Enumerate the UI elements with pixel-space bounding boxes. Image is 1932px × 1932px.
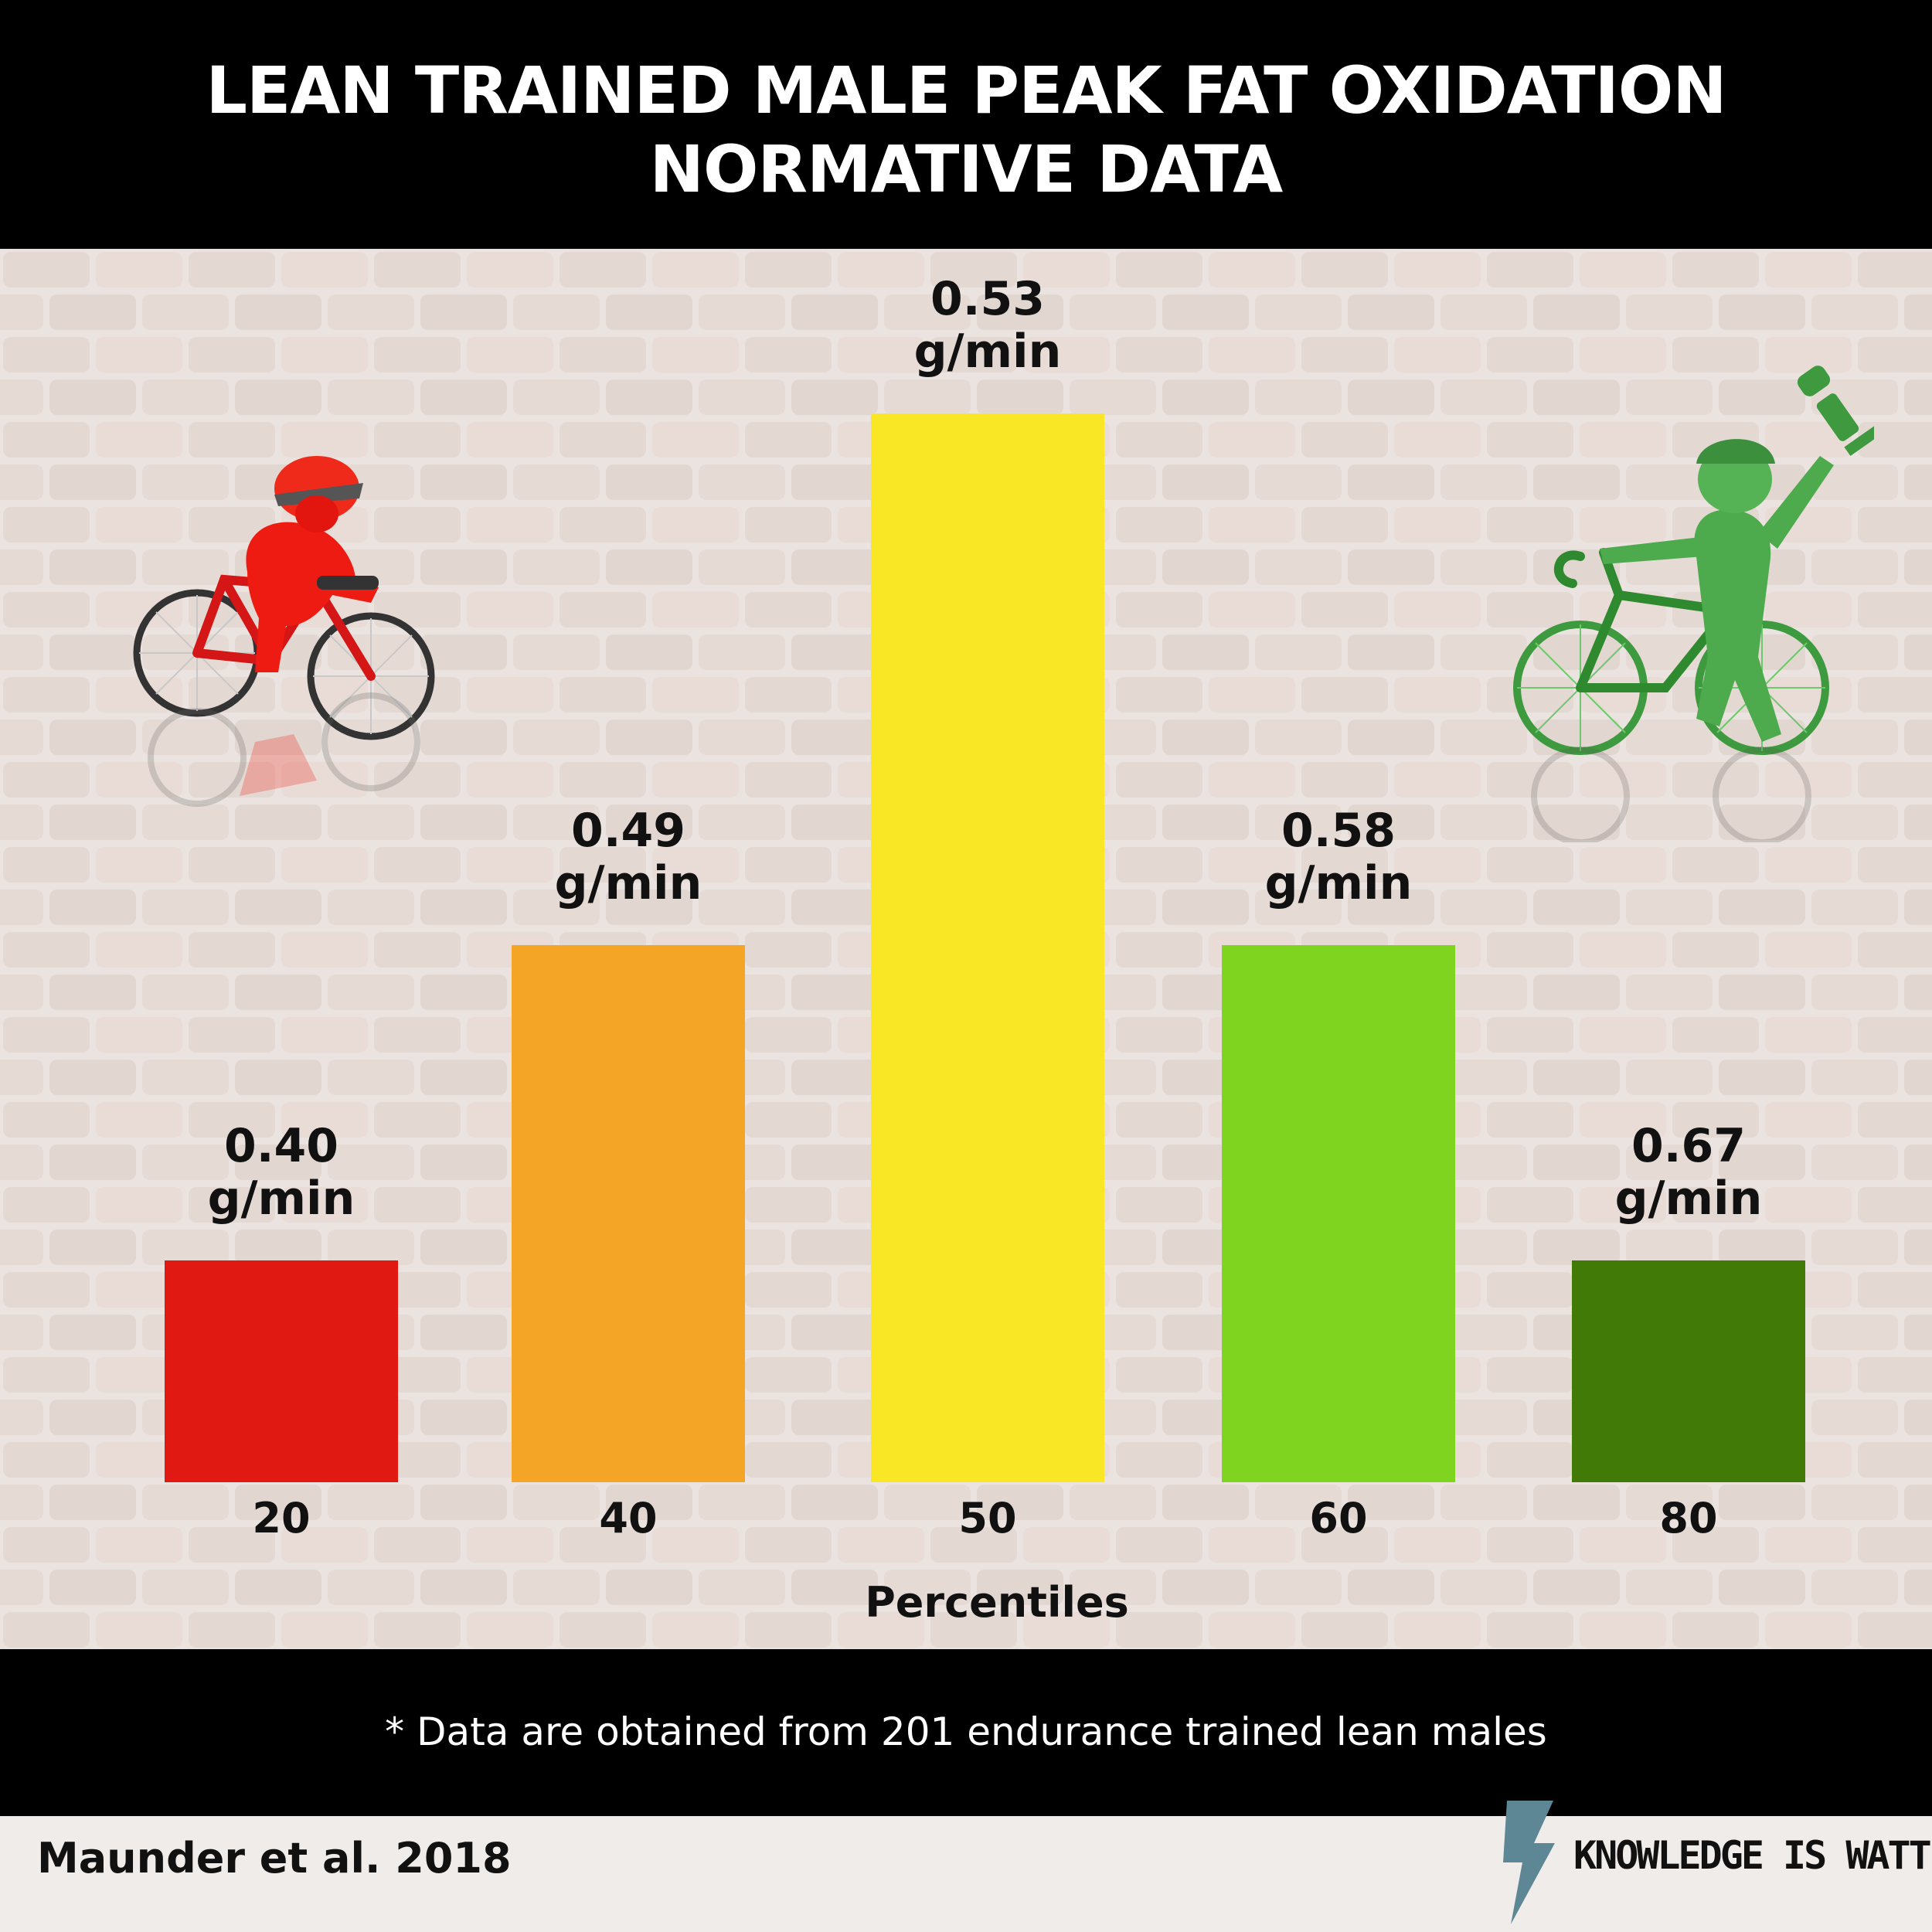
chart-title-line-1: LEAN TRAINED MALE PEAK FAT OXIDATION — [206, 53, 1726, 128]
red-cyclist-icon — [133, 456, 435, 807]
bar-value-label-20: 0.40 — [224, 1119, 338, 1173]
x-tick-label-40: 40 — [599, 1494, 657, 1543]
x-tick-label-60: 60 — [1309, 1494, 1367, 1543]
bar-value-label-50: 0.53 — [930, 272, 1045, 326]
bar-value-label-40: 0.49 — [571, 804, 685, 858]
green-cyclist-with-trophy-icon — [1513, 366, 1874, 842]
source-citation: Maunder et al. 2018 — [37, 1834, 512, 1883]
title-banner: LEAN TRAINED MALE PEAK FAT OXIDATION NOR… — [0, 0, 1932, 249]
bar-unit-label-50: g/min — [914, 325, 1062, 379]
x-tick-label-50: 50 — [958, 1494, 1016, 1543]
footnote: * Data are obtained from 201 endurance t… — [385, 1709, 1547, 1754]
x-tick-label-80: 80 — [1659, 1494, 1717, 1543]
footnote-banner: * Data are obtained from 201 endurance t… — [0, 1649, 1932, 1816]
bar-40 — [512, 945, 745, 1482]
bar-unit-label-20: g/min — [208, 1172, 355, 1226]
x-axis-title: Percentiles — [865, 1578, 1129, 1627]
bar-unit-label-40: g/min — [555, 856, 702, 910]
bar-value-label-80: 0.67 — [1631, 1119, 1746, 1173]
bar-60 — [1222, 945, 1455, 1482]
bar-50 — [871, 413, 1104, 1482]
brand-name: KNOWLEDGE IS WATT — [1573, 1833, 1932, 1878]
chart-title-line-2: NORMATIVE DATA — [649, 131, 1284, 207]
bar-value-label-60: 0.58 — [1281, 804, 1396, 858]
bar-80 — [1572, 1260, 1805, 1482]
lightning-bolt-icon — [1503, 1801, 1555, 1924]
bar-unit-label-80: g/min — [1615, 1172, 1763, 1226]
bar-unit-label-60: g/min — [1265, 856, 1413, 910]
bar-20 — [165, 1260, 398, 1482]
x-tick-label-20: 20 — [252, 1494, 310, 1543]
bottom-bar — [0, 1816, 1932, 1932]
